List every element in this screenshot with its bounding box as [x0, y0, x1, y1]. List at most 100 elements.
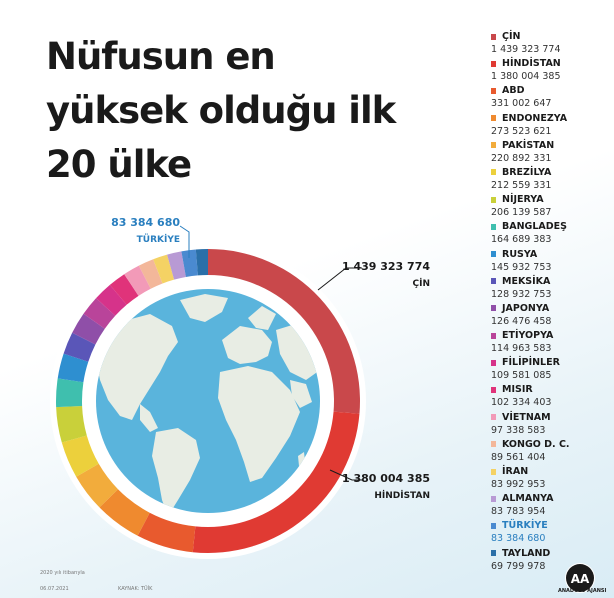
- donut-slice-3: [99, 489, 150, 536]
- legend-item-name: KONGO D. C.: [491, 438, 611, 451]
- legend-item-value: 97 338 583: [491, 424, 546, 436]
- donut-slice-6: [56, 406, 87, 443]
- legend-item-label: TÜRKİYE: [502, 520, 548, 532]
- legend-swatch: [491, 196, 496, 203]
- donut-slice-19: [195, 249, 208, 276]
- legend-item: ÇİN 1 439 323 774: [491, 30, 611, 57]
- legend-item-name: JAPONYA: [491, 302, 611, 315]
- legend-swatch: [491, 305, 496, 312]
- legend-item-value: 128 932 753: [491, 288, 552, 300]
- legend-item-value: 109 581 085: [491, 370, 552, 382]
- legend-swatch: [491, 115, 496, 122]
- title-line-2: yüksek olduğu ilk: [46, 89, 396, 132]
- legend-swatch: [491, 386, 496, 393]
- legend-item-label: ENDONEZYA: [502, 112, 568, 124]
- legend-swatch: [491, 87, 496, 94]
- legend-item: ETİYOPYA 114 963 583: [491, 329, 611, 356]
- legend-item-name: ÇİN: [491, 30, 611, 43]
- donut-slice-4: [76, 463, 119, 508]
- legend-swatch: [491, 332, 496, 339]
- legend-item: MEKSİKA 128 932 753: [491, 275, 611, 302]
- legend-item-name: MISIR: [491, 383, 611, 396]
- legend-item-label: FİLİPİNLER: [502, 357, 560, 369]
- legend-swatch: [491, 468, 496, 475]
- legend-swatch: [491, 33, 496, 40]
- callout-india: 1 380 004 385 HİNDİSTAN: [330, 472, 430, 501]
- legend-swatch: [491, 495, 496, 502]
- legend-item-value: 212 559 331: [491, 179, 552, 191]
- legend-item-name: İRAN: [491, 465, 611, 478]
- donut-slice-14: [124, 265, 151, 296]
- footer-date: 06.07.2021: [40, 586, 69, 592]
- legend-item-name: BANGLADEŞ: [491, 220, 611, 233]
- legend-item: ABD 331 002 647: [491, 84, 611, 111]
- callout-china-value: 1 439 323 774: [341, 260, 430, 273]
- legend-item: ALMANYA 83 783 954: [491, 492, 611, 519]
- legend-item: PAKİSTAN 220 892 331: [491, 139, 611, 166]
- legend-item-value: 114 963 583: [491, 343, 552, 355]
- aa-logo-icon: AA: [565, 563, 595, 593]
- donut-slice-15: [138, 259, 163, 289]
- donut-slice-2: [137, 512, 196, 553]
- legend-item: İRAN 83 992 953: [491, 465, 611, 492]
- legend-item-value: 1 439 323 774: [491, 44, 561, 55]
- footer-source: KAYNAK: TÜİK: [118, 586, 153, 592]
- aa-logo-text: ANADOLU AJANSI: [558, 588, 607, 594]
- legend-item-name: ETİYOPYA: [491, 329, 611, 342]
- legend-item-label: İRAN: [502, 466, 529, 477]
- legend-item-label: PAKİSTAN: [502, 139, 555, 151]
- donut-slice-5: [61, 435, 99, 477]
- legend-item-label: ETİYOPYA: [502, 330, 554, 342]
- legend-item-value: 83 783 954: [491, 506, 546, 518]
- footer-note: 2020 yılı itibarıyla: [40, 570, 85, 576]
- legend-item-value: 83 992 953: [491, 479, 546, 490]
- legend-item-value: 69 799 978: [491, 560, 546, 572]
- donut-slice-8: [57, 353, 89, 383]
- legend-item-value: 83 384 680: [491, 533, 546, 545]
- legend-item-name: FİLİPİNLER: [491, 356, 611, 369]
- legend-item-value: 126 476 458: [491, 315, 552, 327]
- donut-slices: [56, 249, 360, 553]
- legend-item-name: HİNDİSTAN: [491, 57, 611, 70]
- callout-line-india: [329, 469, 362, 481]
- legend-item-value: 331 002 647: [491, 98, 552, 110]
- callout-turkey: 83 384 680 TÜRKİYE: [100, 216, 180, 245]
- donut-slice-12: [96, 284, 127, 316]
- aa-logo-mark: AA: [571, 572, 590, 586]
- legend-item-label: NİJERYA: [502, 194, 544, 206]
- legend-item-label: MEKSİKA: [502, 275, 551, 287]
- legend-item-name: MEKSİKA: [491, 275, 611, 288]
- title-line-1: Nüfusun en: [46, 35, 276, 78]
- callout-turkey-value: 83 384 680: [111, 216, 180, 229]
- legend-item-name: ENDONEZYA: [491, 112, 611, 125]
- legend-swatch: [491, 278, 496, 285]
- title-line-3: 20 ülke: [46, 143, 192, 186]
- donut-slice-1: [192, 411, 360, 553]
- legend-item-label: ALMANYA: [502, 493, 554, 505]
- legend-item-label: JAPONYA: [502, 302, 550, 314]
- legend-item-name: TAYLAND: [491, 547, 611, 560]
- legend-swatch: [491, 251, 496, 257]
- legend-item-label: VİETNAM: [502, 411, 551, 423]
- legend-swatch: [491, 414, 496, 421]
- legend-item-value: 164 689 383: [491, 234, 552, 246]
- legend-item-label: ABD: [502, 85, 525, 97]
- legend-swatch: [491, 169, 496, 176]
- donut-slice-18: [181, 249, 198, 277]
- callout-china-label: ÇİN: [412, 279, 431, 289]
- legend-swatch: [491, 359, 496, 366]
- donut-slice-0: [208, 249, 360, 414]
- legend-swatch: [491, 522, 496, 529]
- legend-swatch: [491, 60, 496, 67]
- globe-icon: [96, 289, 320, 513]
- legend-item-label: KONGO D. C.: [502, 438, 570, 450]
- legend-item-label: BANGLADEŞ: [502, 221, 567, 233]
- legend-item: TÜRKİYE 83 384 680: [491, 519, 611, 546]
- donut-slice-9: [63, 332, 96, 362]
- legend-item: BREZİLYA 212 559 331: [491, 166, 611, 193]
- legend-item-label: BREZİLYA: [502, 166, 552, 178]
- legend-item-label: MISIR: [502, 384, 533, 396]
- legend-item: NİJERYA 206 139 587: [491, 193, 611, 220]
- legend-item-name: TÜRKİYE: [491, 519, 611, 532]
